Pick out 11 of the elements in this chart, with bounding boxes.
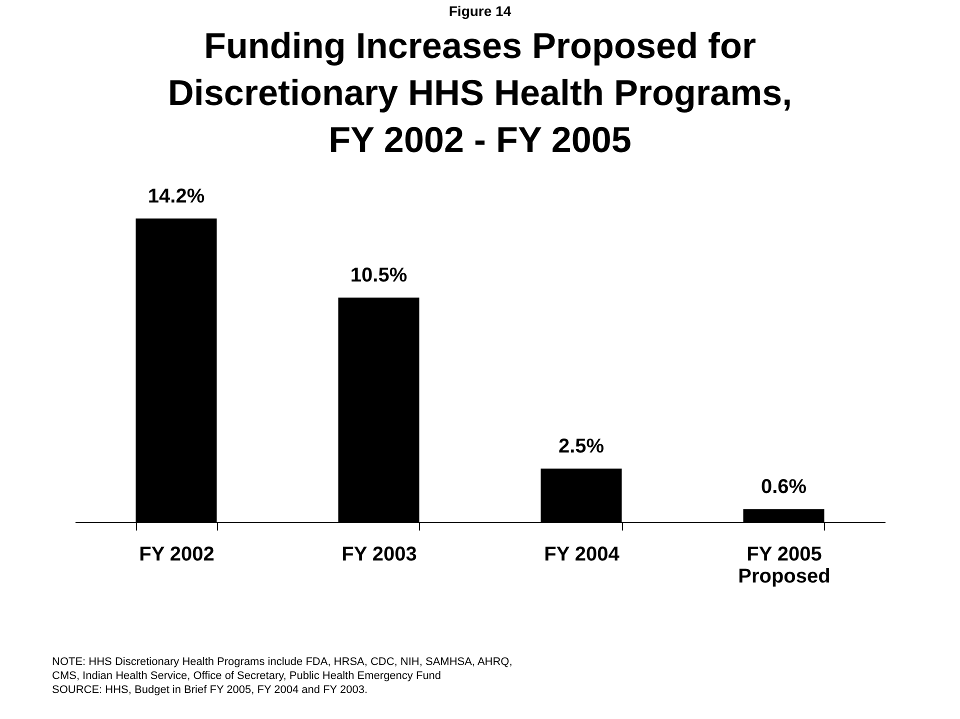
text: NOTE: HHS Discretionary Health Programs include FDA, HRSA, CDC, NIH, SAMHSA, AHRQ, CMS, Indian Health Service, Office of Secretary, Public Health Emergency Fund SOURCE: HHS, Budget in Brief FY 2005, FY 2004 and FY 2003. bbox=[52, 656, 512, 696]
data-label: 0.6% bbox=[760, 476, 807, 498]
data-label: 2.5% bbox=[558, 436, 604, 458]
x-tick-label: FY 2005 Proposed bbox=[738, 544, 830, 588]
caption: Figure 14 bbox=[448, 3, 512, 19]
data-label: 14.2% bbox=[148, 185, 205, 208]
chart-title: Funding Increases Proposed for Discretionary HHS Health Programs, FY 2002 - FY 2005 bbox=[168, 25, 792, 160]
x-tick-label: FY 2002 bbox=[139, 544, 214, 566]
x-tick-label: FY 2003 bbox=[342, 544, 417, 566]
x-tick-label: FY 2004 bbox=[544, 544, 620, 566]
data-label: 10.5% bbox=[350, 264, 408, 287]
